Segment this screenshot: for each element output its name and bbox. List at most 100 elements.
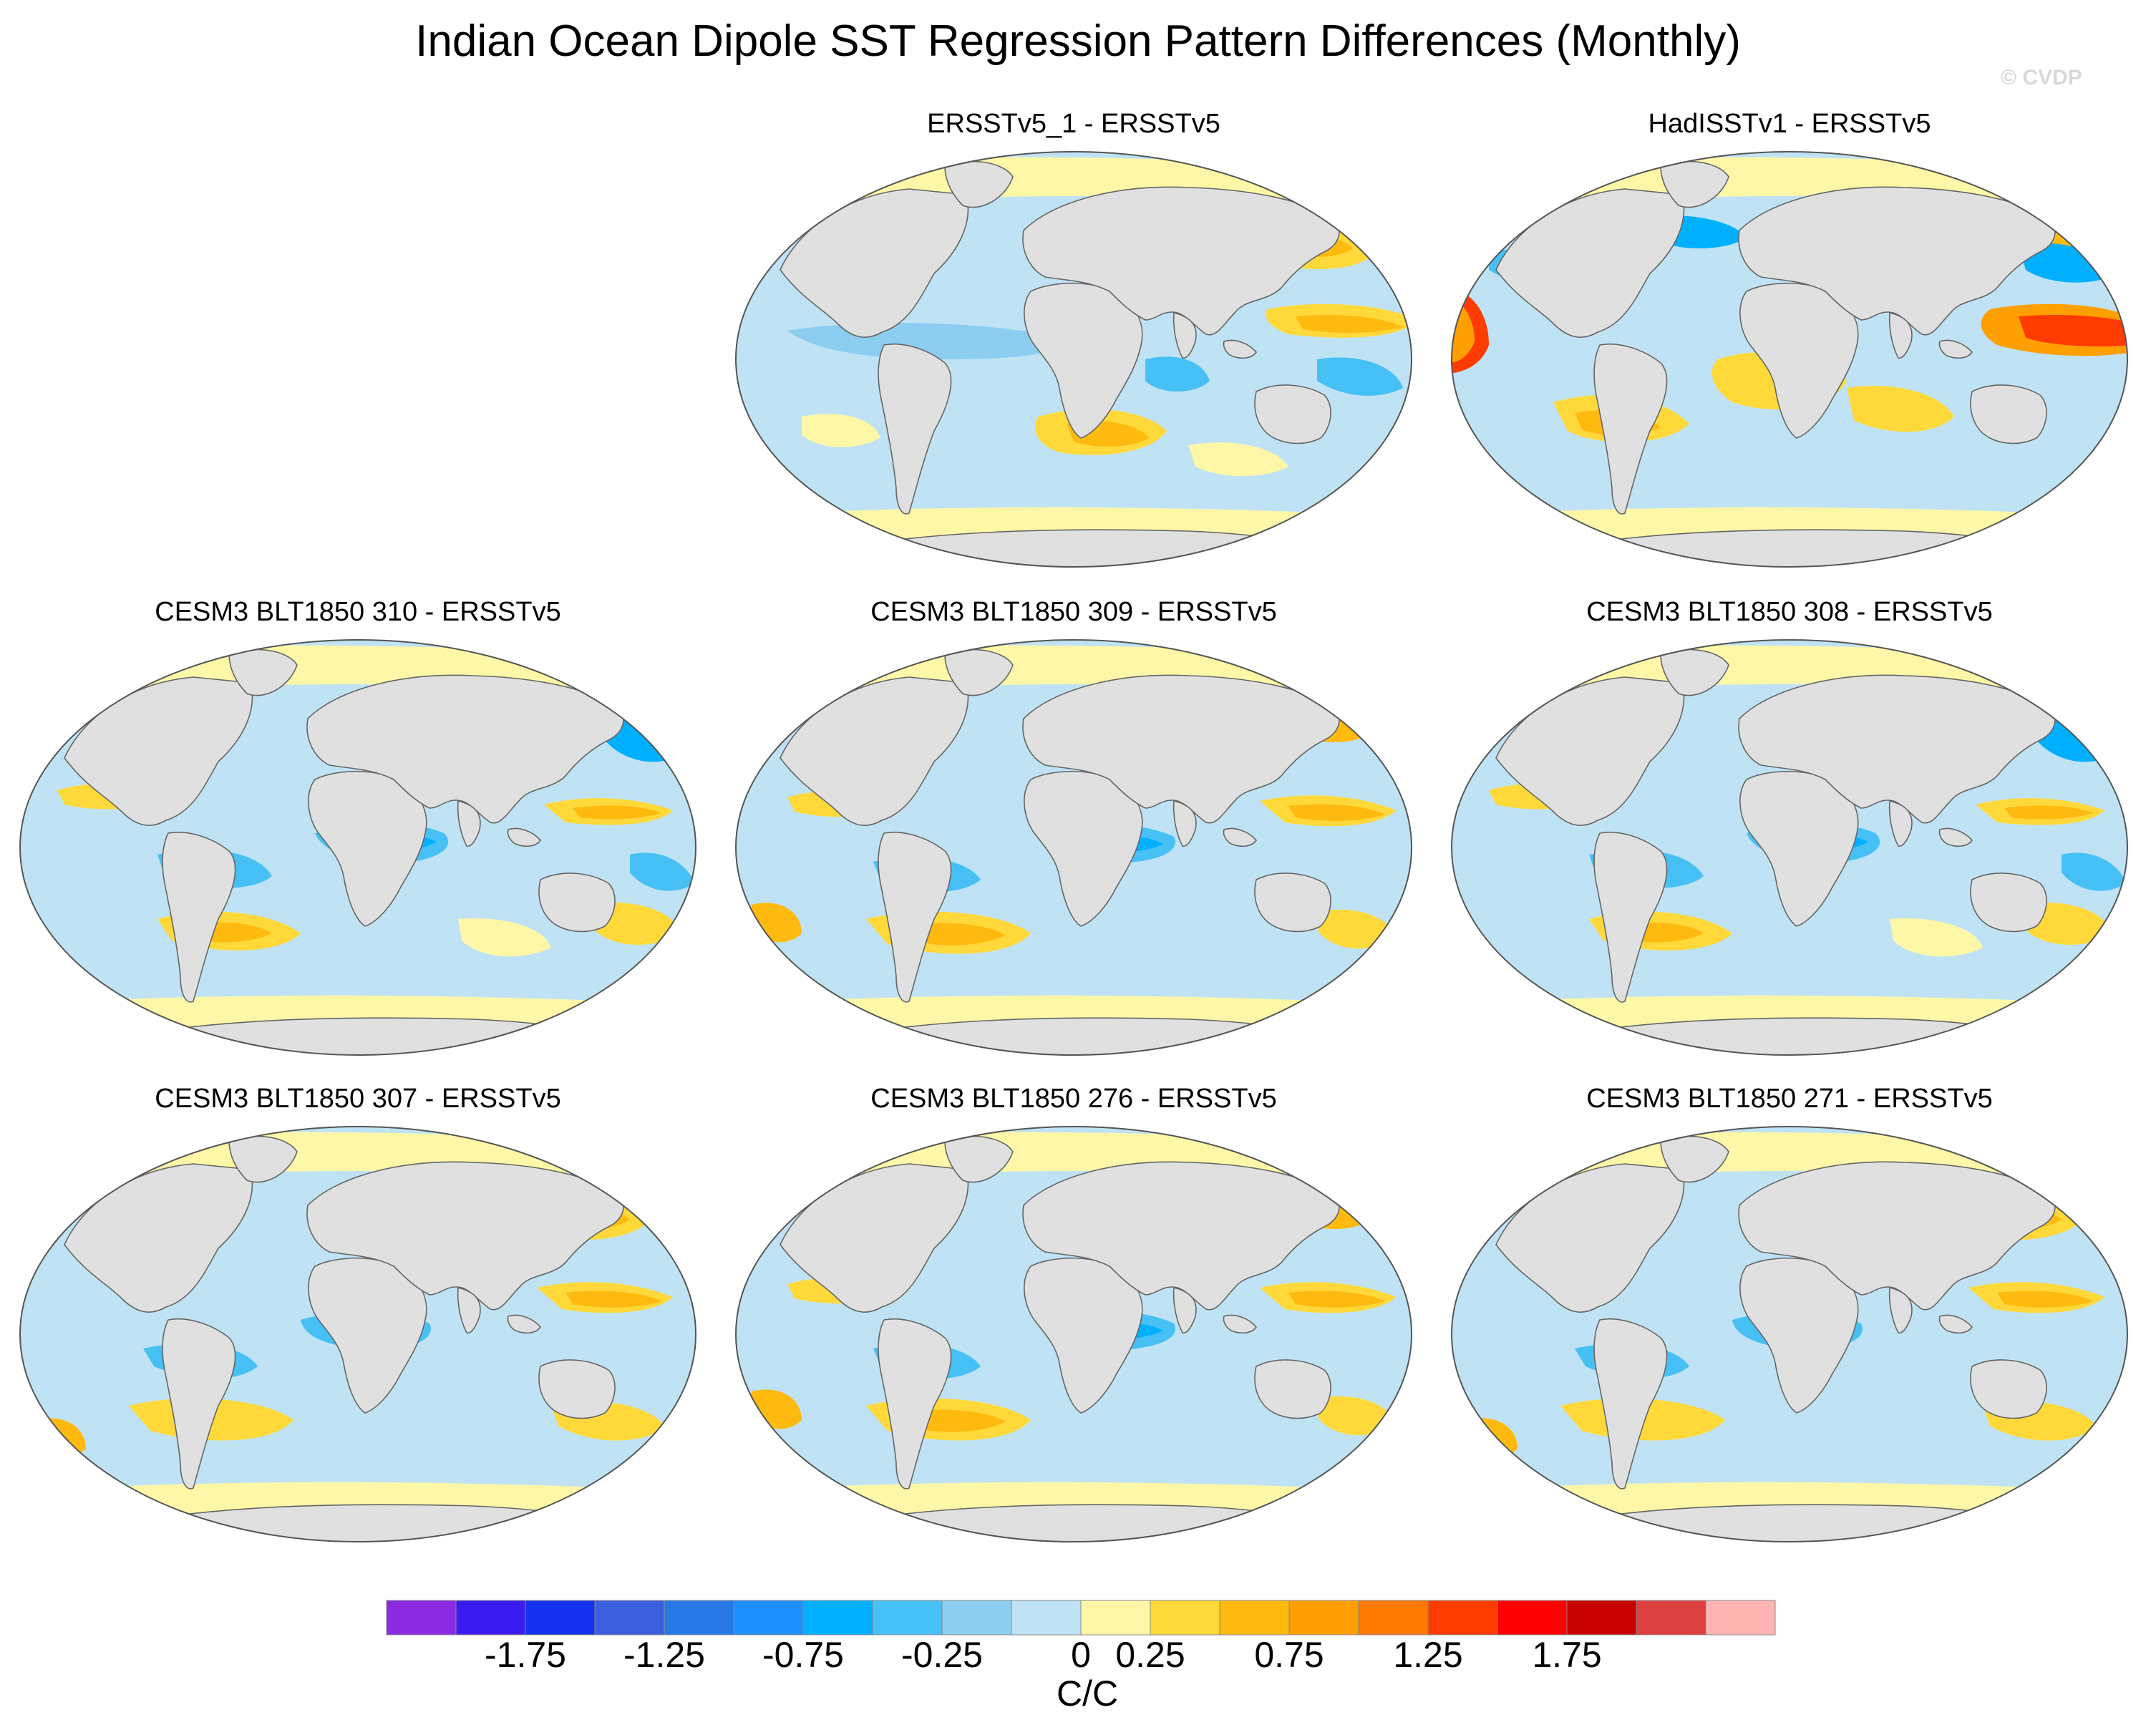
- landmass: [162, 831, 236, 1003]
- map-outline: [735, 151, 1412, 568]
- landmass: [538, 1359, 616, 1419]
- landmass: [944, 1135, 1014, 1183]
- world-map: [1451, 1126, 2128, 1542]
- panel-title: CESM3 BLT1850 276 - ERSSTv5: [870, 1084, 1277, 1114]
- panel-title: ERSSTv5_1 - ERSSTv5: [927, 109, 1220, 139]
- colorbar-tick-label: 0: [1071, 1635, 1091, 1675]
- landmass: [1223, 1314, 1258, 1334]
- landmass: [1593, 343, 1668, 515]
- colorbar-swatch: [386, 1600, 457, 1636]
- anomaly-contour: [630, 852, 694, 891]
- anomaly-contour: [1847, 385, 1954, 432]
- colorbar-tick-label: -0.75: [762, 1635, 844, 1675]
- map-outline: [1451, 639, 2128, 1056]
- landmass: [538, 873, 616, 933]
- landmass: [1254, 1359, 1331, 1419]
- landmass: [878, 343, 952, 515]
- landmass: [1970, 384, 2047, 444]
- landmass: [228, 648, 298, 696]
- landmass: [1254, 384, 1331, 444]
- world-map: [735, 639, 1412, 1056]
- landmass: [1888, 800, 1913, 847]
- colorbar-swatch: [594, 1600, 665, 1636]
- anomaly-contour: [1890, 918, 1983, 957]
- colorbar-swatch: [1011, 1600, 1082, 1636]
- landmass: [1574, 1504, 2064, 1542]
- landmass: [507, 827, 542, 847]
- landmass: [1593, 831, 1668, 1003]
- landmass: [1574, 529, 2064, 567]
- landmass: [457, 800, 481, 847]
- landmass: [858, 529, 1348, 567]
- map-outline: [19, 1126, 696, 1542]
- world-map: [735, 151, 1412, 568]
- anomaly-contour: [2004, 805, 2094, 820]
- world-map: [1451, 151, 2128, 568]
- colorbar-swatch: [455, 1600, 526, 1636]
- panel-title: CESM3 BLT1850 309 - ERSSTv5: [870, 597, 1277, 627]
- map-outline: [19, 639, 696, 1056]
- colorbar-tick-label: -0.25: [901, 1635, 983, 1675]
- anomaly-contour: [1296, 315, 1403, 333]
- anomaly-contour: [1145, 356, 1210, 392]
- colorbar-units: C/C: [1057, 1673, 1119, 1714]
- colorbar-swatch: [1288, 1600, 1359, 1636]
- panel-title: CESM3 BLT1850 307 - ERSSTv5: [155, 1084, 561, 1114]
- landmass: [1022, 1161, 1340, 1311]
- colorbar-swatch: [1636, 1600, 1706, 1636]
- landmass: [1738, 1161, 2056, 1311]
- landmass: [228, 1135, 298, 1183]
- landmass: [1938, 1314, 1973, 1334]
- colorbar-swatch: [1358, 1600, 1429, 1636]
- panel-1: HadISSTv1 - ERSSTv5: [1439, 107, 2140, 594]
- landmass: [1970, 873, 2047, 933]
- landmass: [1172, 1286, 1197, 1333]
- panel-title: CESM3 BLT1850 310 - ERSSTv5: [155, 597, 561, 627]
- colorbar-swatch: [872, 1600, 943, 1636]
- map-outline: [1451, 151, 2128, 568]
- landmass: [1172, 800, 1197, 847]
- panel-title: CESM3 BLT1850 308 - ERSSTv5: [1586, 597, 1993, 627]
- anomaly-contour: [565, 1291, 662, 1308]
- colorbar-swatch: [1219, 1600, 1290, 1636]
- panel-2: CESM3 BLT1850 310 - ERSSTv5: [7, 596, 709, 1082]
- colorbar-swatch: [941, 1600, 1012, 1636]
- landmass: [1938, 339, 1973, 359]
- landmass: [1738, 186, 2056, 336]
- landmass: [944, 160, 1014, 208]
- colorbar-swatch: [1705, 1600, 1776, 1636]
- anomaly-contour: [2019, 315, 2127, 346]
- landmass: [1888, 1286, 1913, 1333]
- colorbar-swatch: [1427, 1600, 1498, 1636]
- landmass: [162, 1318, 236, 1490]
- colorbar-tick-label: 1.25: [1393, 1635, 1463, 1675]
- landmass: [1738, 674, 2056, 824]
- landmass: [858, 1504, 1348, 1542]
- world-map: [1451, 639, 2128, 1056]
- map-outline: [735, 639, 1412, 1056]
- colorbar-swatch: [664, 1600, 734, 1636]
- world-map: [19, 1126, 696, 1542]
- panel-title: HadISSTv1 - ERSSTv5: [1648, 109, 1931, 139]
- colorbar-swatch: [1566, 1600, 1637, 1636]
- colorbar-tick-label: -1.25: [623, 1635, 705, 1675]
- panel-7: CESM3 BLT1850 271 - ERSSTv5: [1439, 1082, 2140, 1569]
- anomaly-contour: [1288, 1291, 1385, 1308]
- landmass: [858, 1017, 1348, 1055]
- panel-5: CESM3 BLT1850 307 - ERSSTv5: [7, 1082, 709, 1569]
- panel-0: ERSSTv5_1 - ERSSTv5: [723, 107, 1424, 594]
- colorbar-swatch: [733, 1600, 804, 1636]
- landmass: [306, 674, 624, 824]
- landmass: [1660, 160, 1729, 208]
- colorbar-tick-label: 0.25: [1115, 1635, 1185, 1675]
- watermark-text: © CVDP: [2001, 66, 2082, 89]
- landmass: [1223, 339, 1258, 359]
- landmass: [507, 1314, 542, 1334]
- landmass: [306, 1161, 624, 1311]
- map-outline: [1451, 1126, 2128, 1542]
- anomaly-contour: [1317, 357, 1403, 396]
- panel-4: CESM3 BLT1850 308 - ERSSTv5: [1439, 596, 2140, 1082]
- landmass: [1223, 827, 1258, 847]
- anomaly-contour: [1288, 804, 1385, 821]
- panel-3: CESM3 BLT1850 309 - ERSSTv5: [723, 596, 1424, 1082]
